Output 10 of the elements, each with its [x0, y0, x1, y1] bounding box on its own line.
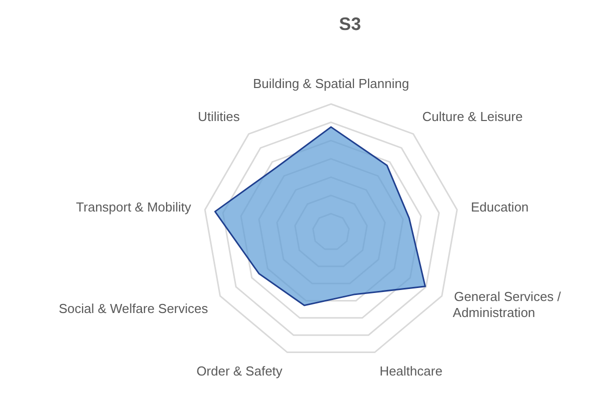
spoke-label: Transport & Mobility [76, 199, 192, 214]
spoke-label: Culture & Leisure [422, 109, 523, 124]
spoke-label: Building & Spatial Planning [252, 76, 410, 91]
spoke-label: Order & Safety [196, 363, 283, 378]
chart-title: S3 [338, 14, 362, 34]
spoke-label: Social & Welfare Services [58, 301, 209, 316]
spoke-label: Utilities [198, 109, 240, 124]
spoke-label: Healthcare [380, 363, 442, 378]
spoke-label: Education [470, 199, 529, 214]
spoke-label: General Services / Administration [452, 289, 562, 320]
